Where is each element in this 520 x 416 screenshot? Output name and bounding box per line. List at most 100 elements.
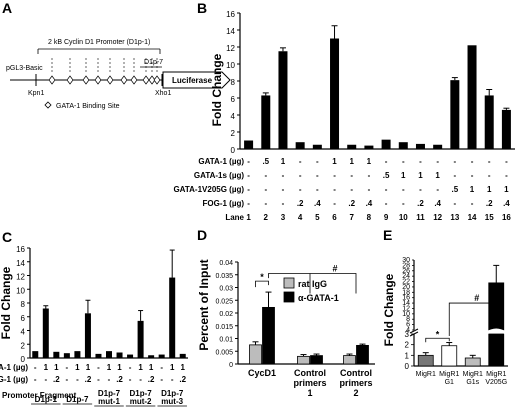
vector-label: pGL3-Basic <box>6 65 43 72</box>
panel-e-ytick-label: 16 <box>402 295 410 302</box>
panel-b-condition-value: - <box>264 171 267 180</box>
panel-b-condition-value: 1 <box>504 185 509 194</box>
panel-b-condition-value: 1 <box>246 213 251 222</box>
panel-c-bar <box>106 351 112 358</box>
panel-c-bar <box>63 353 70 358</box>
panel-b-ytick-label: 2 <box>231 129 236 138</box>
panel-b-condition-value: 7 <box>349 213 354 222</box>
panel-b-ytick-label: 4 <box>231 112 236 121</box>
panel-b-bar <box>433 144 443 149</box>
panel-c-ytick-label: 14 <box>16 259 25 268</box>
panel-b-bar <box>312 144 322 149</box>
panel-e-ytick-label: 20 <box>402 284 410 291</box>
panel-b-condition-value: 2 <box>264 213 269 222</box>
panel-b-condition-value: .5 <box>262 157 269 166</box>
panel-d-ytick-label: 0.03 <box>219 286 233 293</box>
panel-e-ytick-label: 8 <box>406 316 410 323</box>
panel-d-category-line: primers <box>293 378 326 388</box>
panel-c-condition-value: - <box>129 363 132 372</box>
panel-b-condition-value: - <box>471 199 474 208</box>
panel-c-bar <box>158 354 165 358</box>
panel-c-condition-value: - <box>139 375 142 384</box>
panel-d-sig-star: * <box>260 272 264 282</box>
luciferase-label: Luciferase <box>172 76 213 85</box>
legend-label-rat-igg: rat IgG <box>298 279 327 289</box>
panel-b-condition-value: 1 <box>418 171 423 180</box>
panel-b-condition-value: - <box>282 185 285 194</box>
kpn-label: Kpn1 <box>28 90 44 97</box>
panel-b-ytick-label: 12 <box>226 44 235 53</box>
panel-d-chart: 0 0.005 0.01 0.015 0.02 0.025 0.03 0.035 0.04 Cyc… <box>215 260 375 398</box>
panel-c-ytick-label: 8 <box>21 300 26 309</box>
panel-label-c: C <box>2 229 12 245</box>
panel-e-bar <box>464 357 481 367</box>
panel-c-ytick-label: 12 <box>16 273 25 282</box>
panel-label-e: E <box>383 227 392 243</box>
panel-c-bar <box>127 354 134 358</box>
panel-d-ytick-label: 0.04 <box>219 260 233 267</box>
panel-b-ytick-label: 0 <box>231 146 236 155</box>
panel-c-condition-value: - <box>66 375 69 384</box>
panel-b-condition-value: - <box>368 185 371 194</box>
panel-b-condition-value: .4 <box>503 199 510 208</box>
panel-c-condition-value: - <box>66 363 69 372</box>
panel-e-ytick-label: 22 <box>402 279 410 286</box>
panel-e-category-line: MigR1 <box>463 371 483 378</box>
panel-b-condition-value: - <box>247 171 250 180</box>
panel-b-condition-value: 14 <box>468 213 477 222</box>
panel-c-fragment-line: D1p-7 <box>66 395 89 404</box>
panel-c-fragment-line: D1p-7 <box>98 389 121 398</box>
panel-b-condition-value: 1 <box>401 171 406 180</box>
panel-b-condition-value: 1 <box>487 185 492 194</box>
panel-c-condition-value: - <box>129 375 132 384</box>
panel-b-condition-value: .2 <box>486 199 493 208</box>
panel-b-condition-value: - <box>299 171 302 180</box>
panel-c-bar <box>148 355 155 358</box>
panel-e-ytick-label: 14 <box>402 300 410 307</box>
panel-c-fragment-label: D1p-7 mut-2 <box>129 389 152 406</box>
panel-b-condition-value: - <box>488 157 491 166</box>
panel-c-fragment-label: D1p-1 <box>35 395 58 404</box>
panel-b-condition-value: - <box>368 171 371 180</box>
panel-d-bar <box>297 355 310 365</box>
panel-b-condition-value: .4 <box>366 199 373 208</box>
panel-c-condition-value: 1 <box>149 363 154 372</box>
panel-b-bar <box>261 95 271 149</box>
panel-b-condition-value: - <box>282 199 285 208</box>
panel-e-category-line: V205G <box>485 379 507 386</box>
panel-b-condition-value: 3 <box>281 213 286 222</box>
panel-e-ylabel: Fold Change <box>382 273 396 346</box>
panel-b-condition-value: - <box>385 157 388 166</box>
panel-b-condition-value: 11 <box>416 213 425 222</box>
panel-b-condition-label: GATA-1s (µg) <box>194 171 244 180</box>
panel-c-condition-value: 1 <box>170 363 175 372</box>
panel-e-ytick-label: 18 <box>402 289 410 296</box>
panel-e-bar <box>441 345 458 367</box>
panel-c-ytick-label: 10 <box>16 286 25 295</box>
panel-b-condition-value: 5 <box>315 213 320 222</box>
panel-e-sig-star: * <box>436 329 440 339</box>
panel-b-bar <box>330 38 340 149</box>
gata-site-diamond-icon <box>48 75 56 85</box>
panel-c-condition-value: .2 <box>116 375 123 384</box>
panel-b-bar <box>501 109 511 149</box>
promoter-diagram: 2 kB Cyclin D1 Promoter (D1p-1) D1p-7 pG… <box>6 39 231 110</box>
panel-b-ytick-label: 16 <box>226 10 235 19</box>
panel-b-condition-value: .4 <box>314 199 321 208</box>
gata-site-diamond-icon <box>130 75 138 85</box>
panel-d-sig-bracket-hash <box>268 273 357 294</box>
panel-c-fragment-line: mut-1 <box>98 397 120 406</box>
panel-e-sig-bracket-hash <box>448 302 497 336</box>
panel-d-bar <box>356 344 369 365</box>
panel-b-condition-value: - <box>247 157 250 166</box>
panel-c-condition-value: - <box>76 375 79 384</box>
panel-d-ytick-label: 0.005 <box>215 349 233 356</box>
panel-e-category-line: MigR1 <box>439 371 459 378</box>
panel-b-ytick-label: 10 <box>226 61 235 70</box>
panel-b-bar <box>295 142 305 149</box>
panel-c-condition-label: GATA-1 (µg) <box>0 363 28 372</box>
panel-d-bar <box>343 355 356 365</box>
